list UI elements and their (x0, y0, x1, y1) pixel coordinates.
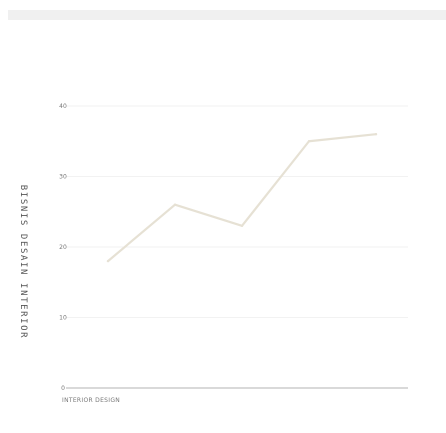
y-tick-label: 30 (59, 174, 67, 181)
x-tick-label: INTERIOR DESIGN (62, 397, 120, 404)
y-tick-label: 10 (59, 315, 67, 322)
data-point (307, 140, 311, 143)
gridlines (66, 105, 408, 389)
y-tick-label: 20 (59, 244, 67, 251)
series-line (106, 133, 378, 263)
data-point (173, 203, 177, 206)
data-point (374, 133, 378, 136)
y-tick-label: 40 (59, 103, 67, 110)
top-bar (8, 10, 446, 20)
series-lines (106, 133, 378, 263)
y-tick-label: 0 (61, 385, 65, 392)
data-point (240, 224, 244, 228)
y-axis-ticks: 0 10 20 30 40 (59, 103, 67, 392)
data-point (106, 259, 110, 263)
